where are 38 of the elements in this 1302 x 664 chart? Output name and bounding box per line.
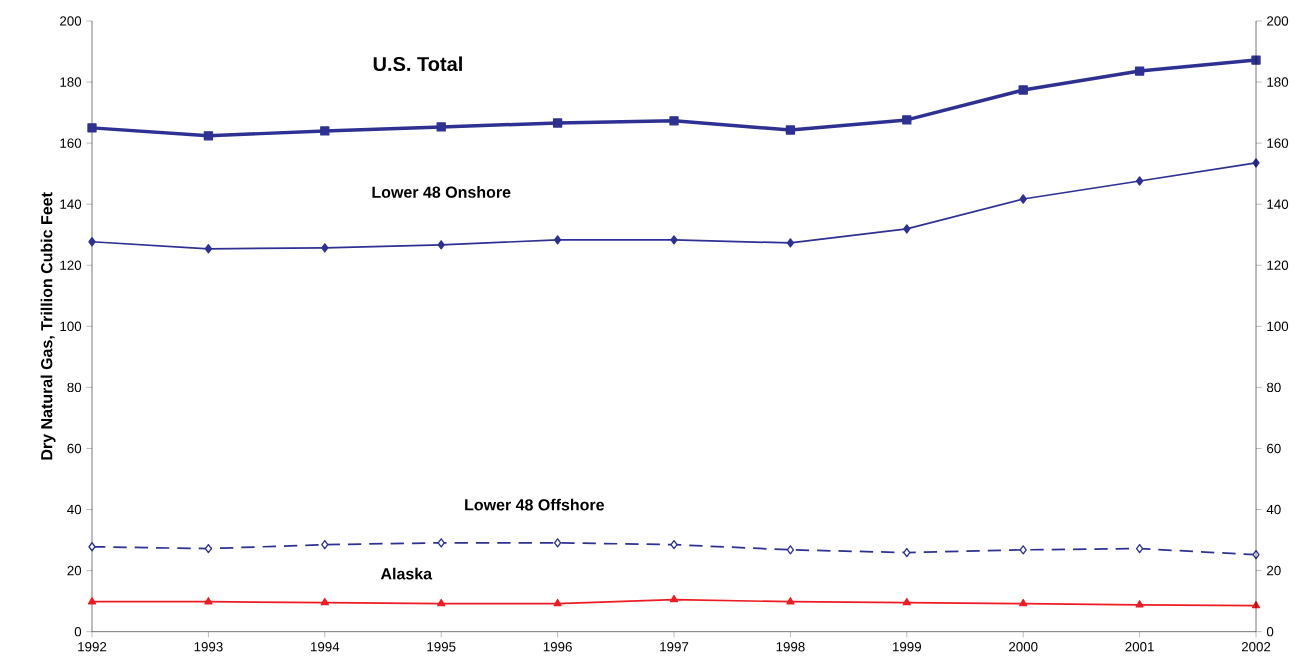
y2-tick-label: 60: [1267, 443, 1281, 454]
x-tick-label: 2002: [1241, 642, 1271, 652]
y2-tick-label: 0: [1266, 627, 1274, 637]
y-tick-label: 80: [67, 382, 82, 393]
x-tick-label: 2001: [1125, 642, 1154, 652]
y2-tick-label: 100: [1267, 321, 1289, 332]
text: Lower 48 Offshore: [465, 498, 604, 511]
y-tick-label: 120: [60, 260, 82, 271]
x-tick-label: 1997: [660, 642, 689, 652]
x-tick-label: 1999: [893, 642, 922, 652]
y2-tick-label: 80: [1266, 382, 1281, 393]
y2-tick-label: 160: [1267, 138, 1289, 149]
y2-tick-label: 180: [1267, 77, 1289, 87]
x-tick-label: 2000: [1009, 642, 1038, 652]
y-tick-label: 100: [60, 321, 82, 332]
x-tick-label: 1998: [776, 642, 805, 652]
text: Lower 48 Onshore: [372, 186, 511, 199]
y-tick-label: 0: [74, 627, 82, 637]
y-axis-title: Dry Natural Gas, Trillion Cubic Feet: [40, 192, 56, 460]
y-tick-label: 40: [67, 504, 82, 515]
y-tick-label: 60: [67, 443, 82, 454]
y2-tick-label: 40: [1266, 504, 1281, 515]
x-tick-label: 1993: [194, 642, 223, 652]
y2-tick-label: 140: [1267, 199, 1289, 210]
x-tick-label: 1996: [543, 642, 572, 652]
y2-tick-label: 200: [1267, 16, 1289, 26]
y-tick-label: 180: [60, 77, 82, 87]
y-tick-label: 140: [60, 199, 82, 210]
x-tick-label: 1995: [427, 642, 456, 652]
x-tick-label: 1994: [311, 642, 340, 652]
y-tick-label: 20: [67, 566, 82, 576]
y2-tick-label: 120: [1267, 260, 1289, 271]
text: U.S. Total: [373, 56, 462, 72]
y-tick-label: 200: [60, 16, 82, 26]
series-label: Alaska: [380, 567, 433, 580]
x-tick-label: 1992: [78, 642, 107, 652]
y-tick-label: 160: [60, 138, 82, 149]
y2-tick-label: 20: [1267, 566, 1281, 576]
